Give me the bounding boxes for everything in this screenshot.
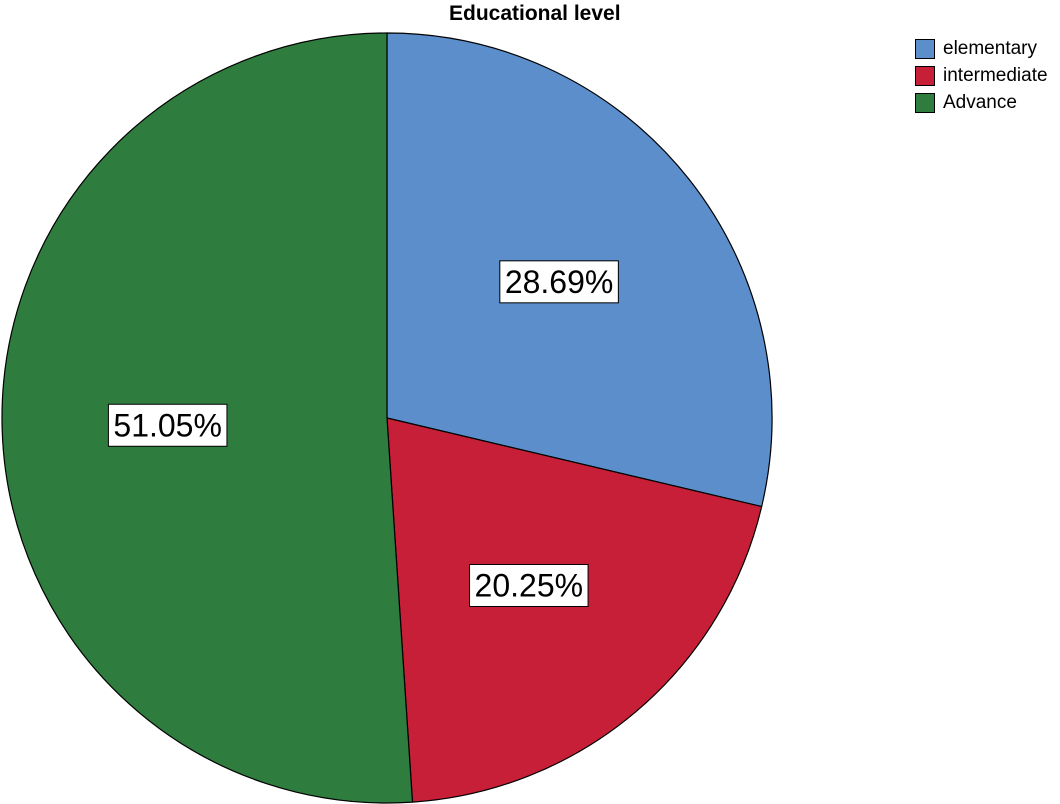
data-label-text-intermediate: 20.25%: [475, 567, 584, 603]
legend-swatch-elementary: [915, 39, 935, 59]
legend-item-elementary: elementary: [915, 37, 1055, 64]
data-label-advance: 51.05%: [107, 403, 228, 447]
pie-data-labels: 28.69% 20.25% 51.05%: [107, 260, 619, 607]
data-label-text-elementary: 28.69%: [505, 264, 614, 300]
legend-swatch-advance: [915, 93, 935, 113]
data-label-elementary: 28.69%: [499, 260, 619, 304]
data-label-intermediate: 20.25%: [469, 563, 589, 607]
pie-slice-intermediate: [386, 417, 763, 803]
chart-title-text: Educational level: [449, 2, 621, 25]
data-label-text-advance: 51.05%: [113, 407, 222, 443]
legend-item-advance: Advance: [915, 91, 1055, 118]
data-label-box-advance: [107, 403, 228, 447]
chart-title: Educational level: [0, 0, 1060, 30]
legend-swatch-intermediate: [915, 66, 935, 86]
data-label-box-elementary: [499, 260, 619, 304]
data-label-box-intermediate: [469, 563, 589, 607]
legend-item-intermediate: intermediate: [915, 64, 1055, 91]
legend-label-intermediate: intermediate: [943, 65, 1048, 86]
legend: elementary intermediate Advance: [915, 37, 1055, 118]
legend-label-advance: Advance: [943, 92, 1017, 113]
legend-label-elementary: elementary: [943, 38, 1037, 59]
